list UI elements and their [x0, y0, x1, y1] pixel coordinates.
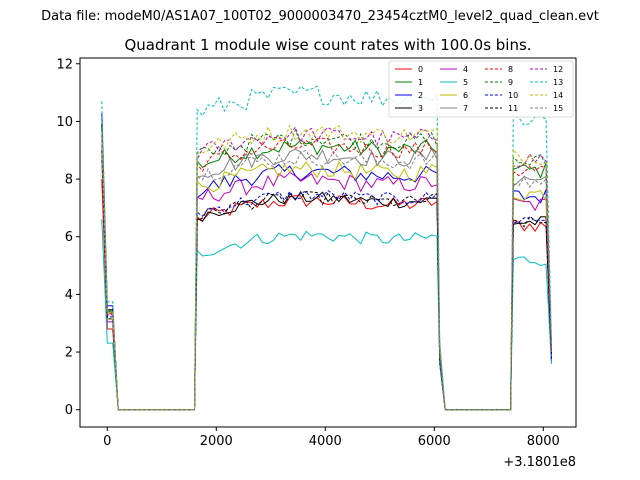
legend-label-4: 4 [463, 65, 468, 74]
legend-label-0: 0 [418, 65, 423, 74]
legend-label-15: 15 [553, 104, 563, 113]
series-line-15 [101, 130, 552, 411]
series-line-14 [101, 123, 552, 411]
plot-area [79, 57, 577, 428]
legend-label-2: 2 [418, 91, 423, 100]
legend-label-12: 12 [553, 65, 563, 74]
series-line-5 [101, 219, 552, 411]
chart-title: Quadrant 1 module wise count rates with … [124, 36, 531, 54]
legend-label-14: 14 [553, 91, 563, 100]
x-tick-label: 8000 [527, 434, 560, 449]
series-line-11 [101, 150, 552, 411]
series-line-8 [101, 135, 552, 411]
series-line-6 [101, 150, 552, 411]
x-offset-label: +3.1801e8 [503, 455, 576, 470]
y-tick-label: 12 [56, 57, 73, 72]
legend-label-6: 6 [463, 91, 468, 100]
legend-label-11: 11 [508, 104, 518, 113]
legend-label-1: 1 [418, 78, 423, 87]
x-tick-label: 4000 [309, 434, 342, 449]
y-tick-label: 2 [65, 346, 73, 361]
series-line-0 [101, 179, 552, 411]
legend-label-13: 13 [553, 78, 563, 87]
series-line-13 [101, 85, 552, 411]
y-tick-label: 0 [65, 403, 73, 418]
series-line-4 [101, 158, 552, 411]
series-line-2 [101, 112, 552, 411]
legend-label-8: 8 [508, 65, 513, 74]
x-tick-label: 0 [103, 434, 111, 449]
x-tick-label: 2000 [200, 434, 233, 449]
legend-label-5: 5 [463, 78, 468, 87]
y-tick-label: 10 [56, 115, 73, 130]
y-tick-label: 6 [65, 230, 73, 245]
series-line-1 [101, 130, 552, 411]
legend-label-9: 9 [508, 78, 513, 87]
series-line-3 [101, 124, 552, 411]
y-tick-label: 4 [65, 288, 73, 303]
legend-box [388, 60, 574, 118]
x-tick-label: 6000 [418, 434, 451, 449]
suptitle: Data file: modeM0/AS1A07_100T02_90000034… [41, 9, 599, 24]
legend-label-10: 10 [508, 91, 518, 100]
legend-label-7: 7 [463, 104, 468, 113]
y-tick-label: 8 [65, 173, 73, 188]
series-line-10 [101, 144, 552, 411]
series-layer [101, 85, 552, 411]
legend-label-3: 3 [418, 104, 423, 113]
